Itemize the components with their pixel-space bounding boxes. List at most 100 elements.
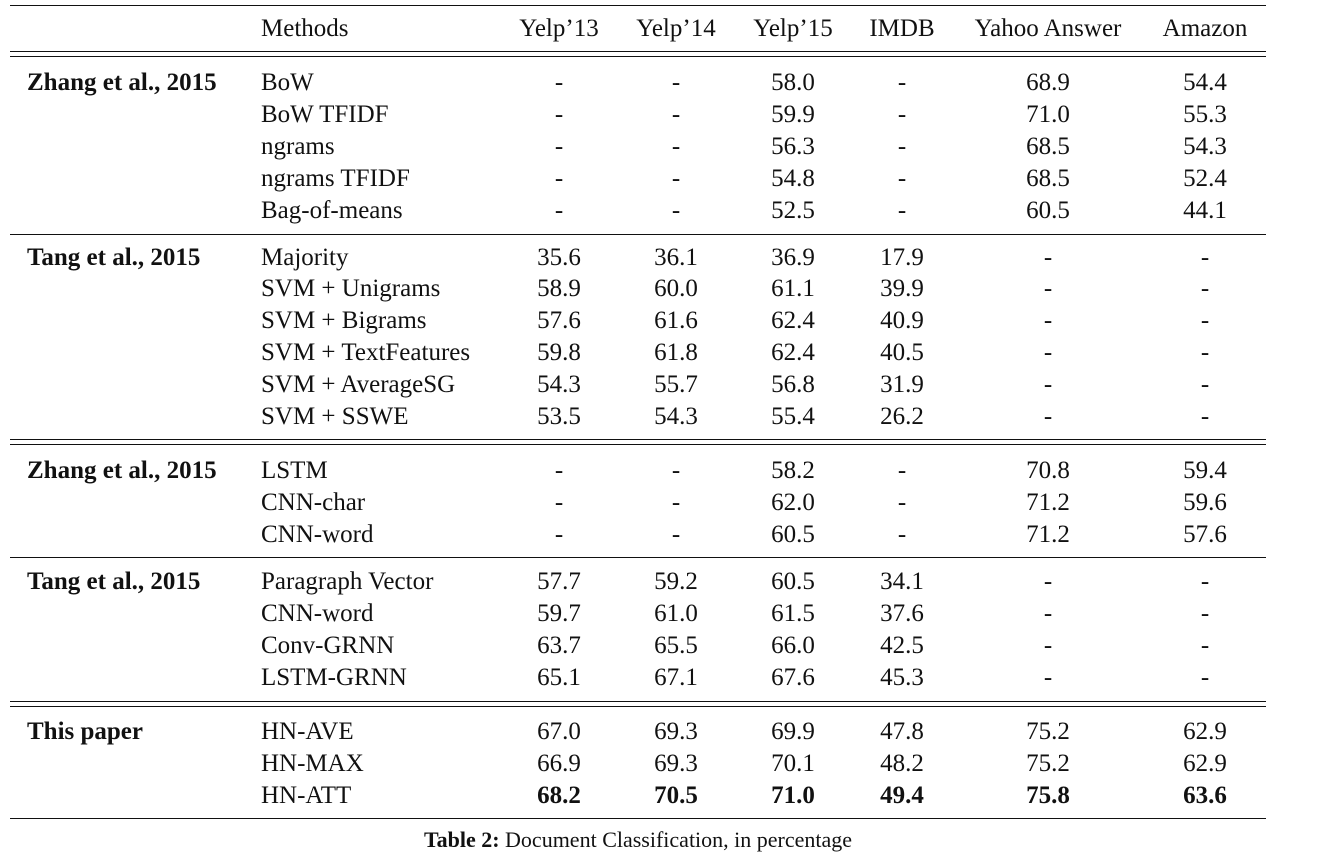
value-amazon: - bbox=[1200, 600, 1210, 627]
value-yahoo-answer: 75.2 bbox=[1026, 750, 1070, 777]
value-amazon: - bbox=[1200, 307, 1210, 334]
method-name: BoW TFIDF bbox=[261, 101, 389, 128]
value-yahoo-answer: 68.5 bbox=[1026, 165, 1070, 192]
value-yelp15: 62.0 bbox=[771, 489, 815, 516]
value-yahoo-answer: - bbox=[1043, 600, 1053, 627]
value-yelp14: 69.3 bbox=[654, 750, 698, 777]
value-imdb: 48.2 bbox=[880, 750, 924, 777]
value-yelp13: 66.9 bbox=[537, 750, 581, 777]
value-yelp14: 61.8 bbox=[654, 339, 698, 366]
table-rule bbox=[10, 51, 1266, 52]
value-yelp14: - bbox=[671, 197, 681, 224]
value-imdb: 40.9 bbox=[880, 307, 924, 334]
value-imdb: - bbox=[897, 165, 907, 192]
value-amazon: 55.3 bbox=[1183, 101, 1227, 128]
value-imdb: 37.6 bbox=[880, 600, 924, 627]
value-imdb: 17.9 bbox=[880, 244, 924, 271]
header-yelp15: Yelp’15 bbox=[753, 15, 833, 42]
value-yahoo-answer: - bbox=[1043, 275, 1053, 302]
value-imdb: 39.9 bbox=[880, 275, 924, 302]
value-imdb: 45.3 bbox=[880, 664, 924, 691]
method-name: CNN-word bbox=[261, 521, 374, 548]
value-yelp15: 58.0 bbox=[771, 69, 815, 96]
value-yahoo-answer: 68.9 bbox=[1026, 69, 1070, 96]
value-yelp15: 70.1 bbox=[771, 750, 815, 777]
value-yelp13: - bbox=[554, 489, 564, 516]
table-rule bbox=[10, 5, 1266, 6]
value-yahoo-answer: 75.8 bbox=[1026, 782, 1070, 809]
table-caption: Table 2: Document Classification, in per… bbox=[0, 826, 1276, 854]
value-yelp14: 55.7 bbox=[654, 371, 698, 398]
value-imdb: - bbox=[897, 197, 907, 224]
value-yelp15: 54.8 bbox=[771, 165, 815, 192]
value-yelp15: 62.4 bbox=[771, 339, 815, 366]
method-name: HN-MAX bbox=[261, 750, 364, 777]
value-yelp15: 69.9 bbox=[771, 718, 815, 745]
value-yelp13: 58.9 bbox=[537, 275, 581, 302]
method-name: ngrams TFIDF bbox=[261, 165, 410, 192]
method-name: LSTM bbox=[261, 457, 328, 484]
value-yelp15: 55.4 bbox=[771, 403, 815, 430]
value-amazon: 57.6 bbox=[1183, 521, 1227, 548]
value-imdb: - bbox=[897, 521, 907, 548]
value-amazon: - bbox=[1200, 632, 1210, 659]
value-imdb: - bbox=[897, 69, 907, 96]
value-amazon: 63.6 bbox=[1183, 782, 1227, 809]
value-imdb: 49.4 bbox=[880, 782, 924, 809]
value-yelp14: - bbox=[671, 457, 681, 484]
value-imdb: 40.5 bbox=[880, 339, 924, 366]
value-amazon: - bbox=[1200, 664, 1210, 691]
value-yelp14: 61.6 bbox=[654, 307, 698, 334]
value-imdb: 34.1 bbox=[880, 568, 924, 595]
table-rule bbox=[10, 557, 1266, 558]
value-amazon: - bbox=[1200, 403, 1210, 430]
group-label: Zhang et al., 2015 bbox=[27, 69, 217, 96]
table-rule bbox=[10, 234, 1266, 235]
value-yelp14: - bbox=[671, 69, 681, 96]
value-amazon: - bbox=[1200, 339, 1210, 366]
value-yelp14: 70.5 bbox=[654, 782, 698, 809]
value-yelp14: 69.3 bbox=[654, 718, 698, 745]
value-yelp13: 59.8 bbox=[537, 339, 581, 366]
value-imdb: 31.9 bbox=[880, 371, 924, 398]
group-label: This paper bbox=[27, 718, 144, 745]
method-name: LSTM-GRNN bbox=[261, 664, 407, 691]
value-amazon: - bbox=[1200, 244, 1210, 271]
value-yelp13: 67.0 bbox=[537, 718, 581, 745]
value-yahoo-answer: 60.5 bbox=[1026, 197, 1070, 224]
value-yelp13: - bbox=[554, 457, 564, 484]
value-yelp15: 67.6 bbox=[771, 664, 815, 691]
value-amazon: 52.4 bbox=[1183, 165, 1227, 192]
value-amazon: 54.3 bbox=[1183, 133, 1227, 160]
value-yahoo-answer: - bbox=[1043, 339, 1053, 366]
value-imdb: - bbox=[897, 489, 907, 516]
header-imdb: IMDB bbox=[869, 15, 935, 42]
method-name: HN-ATT bbox=[261, 782, 352, 809]
group-label: Tang et al., 2015 bbox=[27, 244, 201, 271]
table-rule bbox=[10, 56, 1266, 57]
value-yelp15: 36.9 bbox=[771, 244, 815, 271]
value-yelp14: - bbox=[671, 521, 681, 548]
value-yelp13: - bbox=[554, 133, 564, 160]
value-yahoo-answer: - bbox=[1043, 403, 1053, 430]
value-yelp15: 59.9 bbox=[771, 101, 815, 128]
value-yelp14: 54.3 bbox=[654, 403, 698, 430]
value-yahoo-answer: - bbox=[1043, 664, 1053, 691]
value-yelp14: - bbox=[671, 489, 681, 516]
value-yelp15: 56.3 bbox=[771, 133, 815, 160]
value-amazon: 59.4 bbox=[1183, 457, 1227, 484]
method-name: SVM + TextFeatures bbox=[261, 339, 471, 366]
value-yelp13: 35.6 bbox=[537, 244, 581, 271]
value-yelp13: - bbox=[554, 521, 564, 548]
value-yelp14: 59.2 bbox=[654, 568, 698, 595]
value-yelp13: - bbox=[554, 165, 564, 192]
value-yahoo-answer: - bbox=[1043, 307, 1053, 334]
method-name: SVM + SSWE bbox=[261, 403, 409, 430]
group-label: Zhang et al., 2015 bbox=[27, 457, 217, 484]
table-rule bbox=[10, 818, 1266, 819]
value-amazon: - bbox=[1200, 568, 1210, 595]
value-yelp15: 52.5 bbox=[771, 197, 815, 224]
value-yahoo-answer: 71.2 bbox=[1026, 521, 1070, 548]
value-yelp13: 57.7 bbox=[537, 568, 581, 595]
table-rule bbox=[10, 439, 1266, 440]
